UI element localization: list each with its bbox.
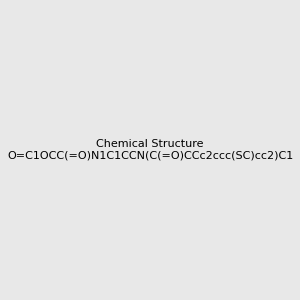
- Text: Chemical Structure
O=C1OCC(=O)N1C1CCN(C(=O)CCc2ccc(SC)cc2)C1: Chemical Structure O=C1OCC(=O)N1C1CCN(C(…: [7, 139, 293, 161]
